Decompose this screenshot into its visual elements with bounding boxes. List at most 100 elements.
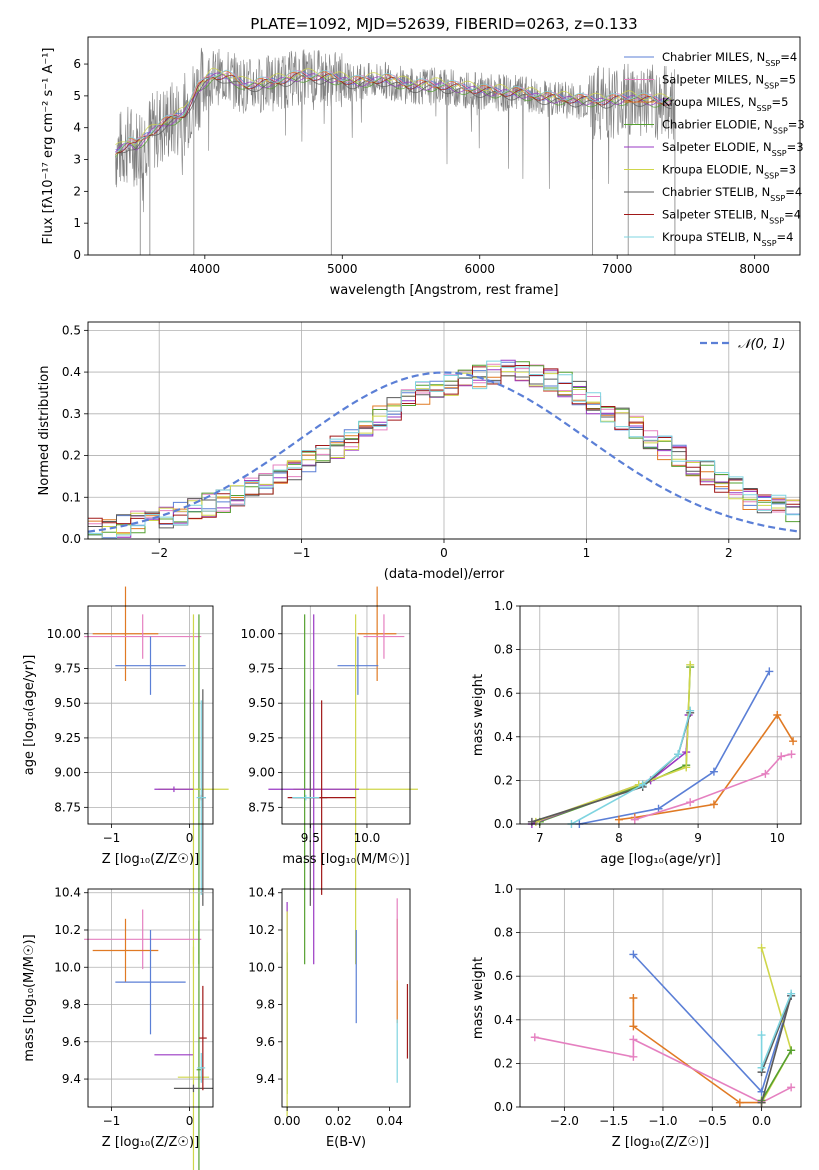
x-tick-label: 6000 <box>464 262 495 276</box>
y-tick-label: 0.8 <box>494 643 513 657</box>
y-tick-label: 0.6 <box>494 969 513 983</box>
x-tick-label: 7 <box>536 831 544 845</box>
legend-label: Kroupa ELODIE, NSSP=3 <box>662 163 796 181</box>
y-tick-label: 10.0 <box>248 960 275 974</box>
x-tick-label: 10.0 <box>354 831 381 845</box>
y-tick-label: 0.3 <box>62 407 81 421</box>
panel-3: 9.5 10.0 8.75 9.00 9.25 9.50 9.75 10.00 mass [lo… <box>241 586 418 965</box>
y-tick-label: 10.4 <box>248 886 275 900</box>
data-point-marker <box>686 706 695 715</box>
plot-area <box>527 660 798 828</box>
panel-1: −2 −1 0 1 2 0.0 0.1 0.2 0.3 0.4 0.5 (data-model)/er… <box>37 321 801 582</box>
data-point-marker <box>777 752 786 761</box>
data-point-marker <box>765 667 774 676</box>
data-point-marker <box>614 815 623 824</box>
legend-label: Salpeter MILES, NSSP=5 <box>662 73 796 91</box>
data-point-marker <box>686 798 695 807</box>
y-tick-label: 4 <box>73 121 81 135</box>
data-point-marker <box>530 1033 539 1042</box>
data-point-marker <box>773 711 782 719</box>
panel-6: 0.00 0.02 0.04 9.4 9.6 9.8 10.0 10.2 10.4 E(B-V) <box>248 886 411 1150</box>
axes-frame <box>87 36 801 256</box>
data-point-marker <box>629 1052 638 1061</box>
x-axis-label: E(B-V) <box>326 1135 366 1150</box>
y-tick-label: 0.2 <box>494 1056 513 1070</box>
x-tick-label: 2 <box>725 546 733 560</box>
y-tick-label: 2 <box>73 184 81 198</box>
normal-curve <box>87 371 801 533</box>
x-axis-label: age [log₁₀(age/yr)] <box>600 852 721 867</box>
y-tick-label: 9.50 <box>248 696 275 710</box>
y-tick-label: 1.0 <box>494 599 513 613</box>
data-point-marker <box>761 769 770 778</box>
axes-frame <box>519 888 802 1108</box>
x-tick-label: 10 <box>770 831 785 845</box>
x-tick-label: −1.5 <box>599 1114 628 1128</box>
panel-7: −2.0 −1.5 −1.0 −0.5 0.0 0.0 0.2 0.4 0.6 0.8 1.0 Z [… <box>471 882 802 1150</box>
mass-weight-line <box>571 710 691 825</box>
x-tick-label: 8000 <box>739 262 770 276</box>
x-tick-label: 0.00 <box>274 1114 301 1128</box>
x-tick-label: −1 <box>103 1114 121 1128</box>
y-axis-label: mass weight <box>471 674 486 756</box>
y-tick-label: 0.5 <box>62 323 81 337</box>
x-tick-label: 4000 <box>190 262 221 276</box>
x-tick-label: −2 <box>150 546 168 560</box>
plot-area <box>84 586 229 965</box>
observed-spectrum <box>115 47 675 213</box>
data-point-marker <box>527 817 536 826</box>
x-tick-label: 0 <box>440 546 448 560</box>
y-tick-label: 0.4 <box>494 1013 513 1027</box>
data-point-marker <box>757 1031 766 1040</box>
plot-area <box>87 359 801 540</box>
y-tick-label: 0 <box>73 248 81 262</box>
y-tick-label: 1.0 <box>494 882 513 896</box>
data-point-marker <box>787 989 796 998</box>
legend-label: Salpeter STELIB, NSSP=4 <box>662 208 801 226</box>
x-axis-label: (data-model)/error <box>384 567 505 582</box>
x-axis-label: wavelength [Angstrom, rest frame] <box>330 283 559 298</box>
y-tick-label: 0.6 <box>494 686 513 700</box>
axes-frame <box>87 321 801 540</box>
plot-area <box>286 898 409 1117</box>
x-tick-label: 7000 <box>602 262 633 276</box>
panel-0: 4000 5000 6000 7000 8000 0 1 2 3 4 5 6 wavelength [A… <box>41 15 805 298</box>
data-point-marker <box>757 1098 766 1107</box>
y-tick-label: 9.00 <box>54 766 81 780</box>
y-tick-label: 9.8 <box>256 998 275 1012</box>
legend-label: Chabrier ELODIE, NSSP=3 <box>662 118 805 136</box>
x-tick-label: 9.5 <box>301 831 320 845</box>
data-point-marker <box>735 1098 744 1107</box>
y-tick-label: 10.2 <box>54 923 81 937</box>
x-tick-label: −0.5 <box>698 1114 727 1128</box>
legend-label: 𝒩(0, 1) <box>738 337 785 352</box>
axes-frame <box>281 888 411 1108</box>
y-tick-label: 0.1 <box>62 490 81 504</box>
y-tick-label: 10.00 <box>241 627 275 641</box>
data-point-marker <box>787 750 796 759</box>
y-tick-label: 0.8 <box>494 926 513 940</box>
data-point-marker <box>757 1063 766 1072</box>
y-tick-label: 5 <box>73 89 81 103</box>
y-tick-label: 0.4 <box>494 730 513 744</box>
x-tick-label: 0 <box>186 1114 194 1128</box>
y-tick-label: 8.75 <box>54 800 81 814</box>
x-tick-label: 9 <box>694 831 702 845</box>
y-axis-label: Normed distribution <box>37 366 52 496</box>
x-tick-label: 0.0 <box>752 1114 771 1128</box>
x-tick-label: 0 <box>186 831 194 845</box>
y-tick-label: 0.2 <box>62 449 81 463</box>
x-tick-label: 0.02 <box>325 1114 352 1128</box>
y-tick-label: 9.4 <box>62 1072 81 1086</box>
x-tick-label: −2.0 <box>550 1114 579 1128</box>
legend-label: Salpeter ELODIE, NSSP=3 <box>662 140 804 158</box>
data-point-marker <box>787 1083 796 1092</box>
y-tick-label: 9.6 <box>62 1035 81 1049</box>
legend-label: Kroupa MILES, NSSP=5 <box>662 95 788 113</box>
model-fit-line <box>115 71 672 154</box>
legend-label: Chabrier MILES, NSSP=4 <box>662 50 797 68</box>
mass-weight-line <box>632 998 762 1104</box>
x-tick-label: −1.0 <box>648 1114 677 1128</box>
mass-weight-line <box>760 995 792 1103</box>
data-point-marker <box>682 763 691 772</box>
